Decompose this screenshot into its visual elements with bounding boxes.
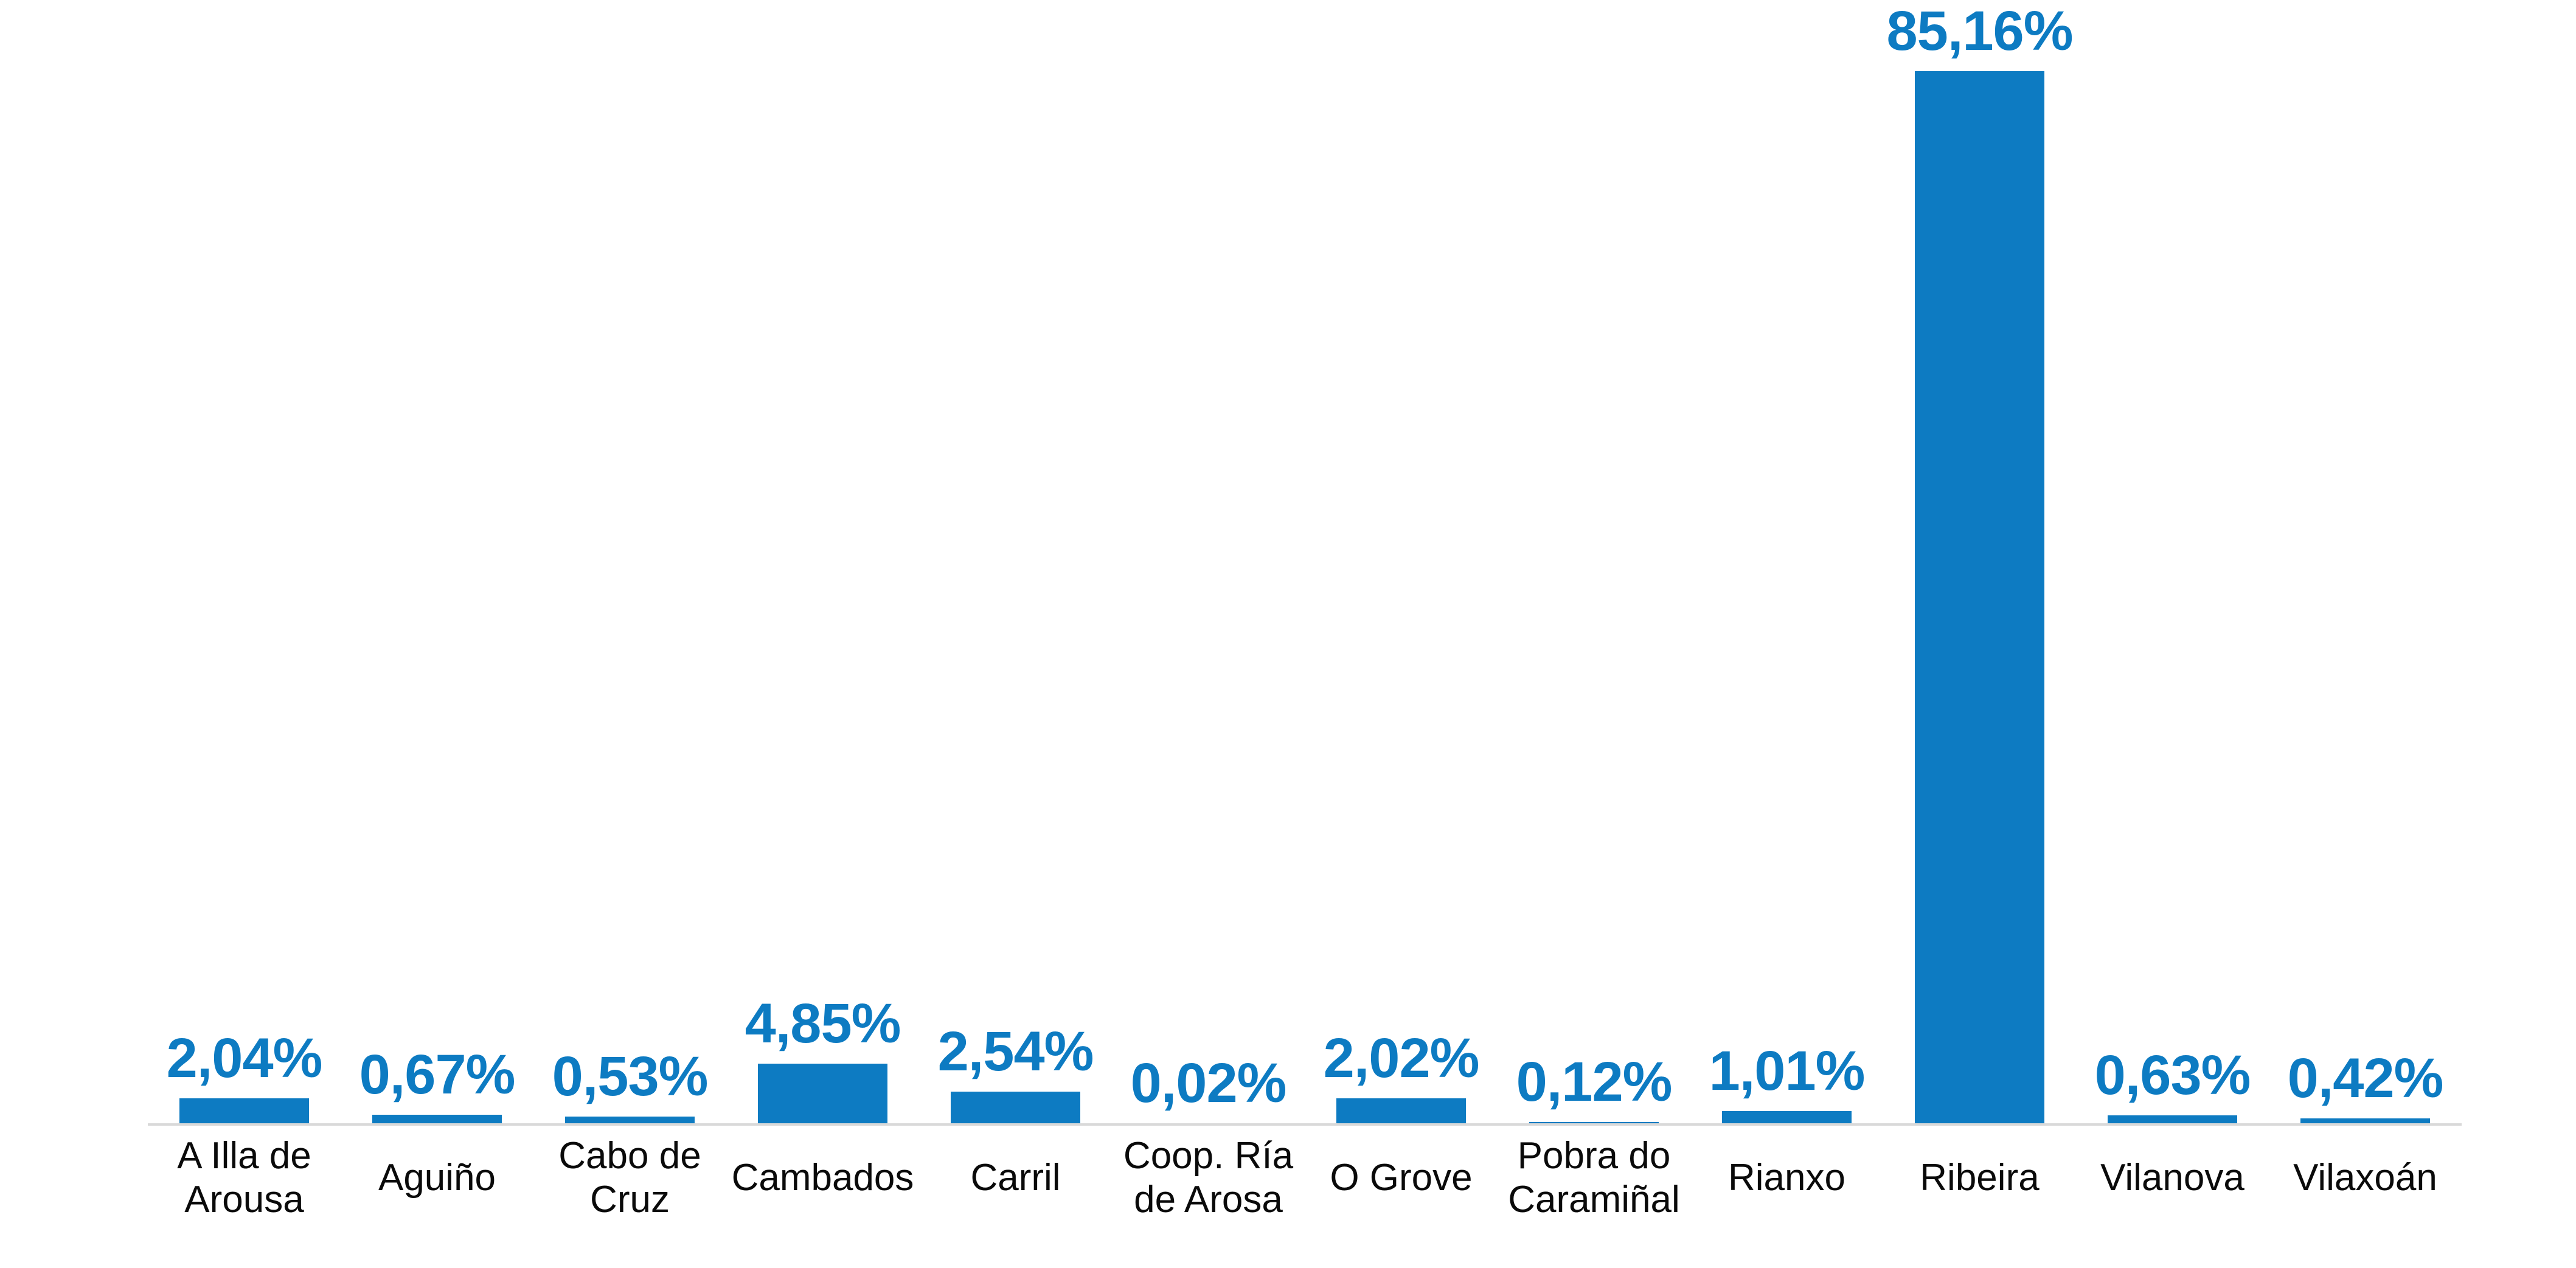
bar (2300, 1118, 2430, 1123)
category-label: Coop. Ría de Arosa (1112, 1127, 1305, 1229)
bar-value-label: 0,12% (1516, 1050, 1673, 1113)
bar-value-label: 0,42% (2287, 1047, 2444, 1109)
category-label-line: Vilanova (2100, 1157, 2244, 1199)
bar (1722, 1110, 1852, 1123)
bar-value-label: 2,54% (937, 1020, 1094, 1083)
bar-column: 4,85% (726, 0, 919, 1123)
bar-column: 2,04% (148, 0, 341, 1123)
bar-column: 2,02% (1305, 0, 1498, 1123)
bar (2108, 1115, 2237, 1123)
bar-column: 0,02% (1112, 0, 1305, 1123)
bar (1529, 1121, 1659, 1123)
category-label: Ribeira (1883, 1127, 2076, 1229)
bar-column: 0,53% (533, 0, 726, 1123)
category-label-line: Ribeira (1920, 1157, 2040, 1199)
category-label: Vilaxoán (2269, 1127, 2462, 1229)
bar-value-label: 0,02% (1130, 1051, 1287, 1114)
bar (372, 1115, 502, 1123)
bar (758, 1063, 887, 1123)
bar-value-label: 0,63% (2094, 1044, 2251, 1107)
bar-column: 0,67% (341, 0, 533, 1123)
category-label: Carril (919, 1127, 1112, 1229)
bar-value-label: 2,02% (1323, 1027, 1480, 1089)
bar-column: 0,63% (2076, 0, 2269, 1123)
category-label-line: de Arosa (1134, 1179, 1283, 1221)
category-label: Cabo de Cruz (533, 1127, 726, 1229)
bar-value-label: 0,67% (359, 1044, 516, 1106)
category-label-line: Carril (970, 1157, 1061, 1199)
bar-column: 85,16% (1883, 0, 2076, 1123)
category-label-line: Arousa (184, 1179, 304, 1221)
category-label-line: O Grove (1330, 1157, 1473, 1199)
bar (951, 1092, 1080, 1123)
category-label-line: Pobra do (1517, 1135, 1671, 1177)
category-label: O Grove (1305, 1127, 1498, 1229)
category-label: A Illa de Arousa (148, 1127, 341, 1229)
bar-column: 1,01% (1690, 0, 1883, 1123)
bar-value-label: 0,53% (552, 1045, 709, 1108)
category-label-line: Coop. Ría (1123, 1135, 1294, 1177)
category-label-line: Cambados (731, 1157, 914, 1199)
bar-column: 0,12% (1498, 0, 1690, 1123)
category-label: Rianxo (1690, 1127, 1883, 1229)
bar-value-label: 85,16% (1886, 0, 2073, 62)
category-label-line: Vilaxoán (2293, 1157, 2437, 1199)
category-label: Pobra do Caramiñal (1498, 1127, 1690, 1229)
bars-container: 2,04% 0,67% 0,53% 4,85% 2,54% 0,02% 2,02% 0,12%… (148, 0, 2462, 1123)
category-label: Cambados (726, 1127, 919, 1229)
category-label-line: Rianxo (1728, 1157, 1845, 1199)
category-label-line: Caramiñal (1508, 1179, 1680, 1221)
category-label-line: A Illa de (177, 1135, 311, 1177)
bar-value-label: 1,01% (1709, 1039, 1866, 1102)
category-label-line: Cabo de (558, 1135, 701, 1177)
category-label-line: Aguiño (378, 1157, 496, 1199)
bar-value-label: 4,85% (745, 992, 901, 1055)
bar-value-label: 2,04% (166, 1027, 323, 1089)
category-label: Aguiño (341, 1127, 533, 1229)
category-label: Vilanova (2076, 1127, 2269, 1229)
bar (565, 1117, 695, 1123)
category-axis-labels: A Illa de Arousa Aguiño Cabo de Cruz Cambados… (148, 1127, 2462, 1229)
category-label-line: Cruz (590, 1179, 670, 1221)
x-axis-line (148, 1123, 2462, 1126)
bar-column: 2,54% (919, 0, 1112, 1123)
bar (179, 1098, 309, 1123)
bar (1915, 71, 2044, 1123)
bar-column: 0,42% (2269, 0, 2462, 1123)
bar (1336, 1098, 1466, 1123)
